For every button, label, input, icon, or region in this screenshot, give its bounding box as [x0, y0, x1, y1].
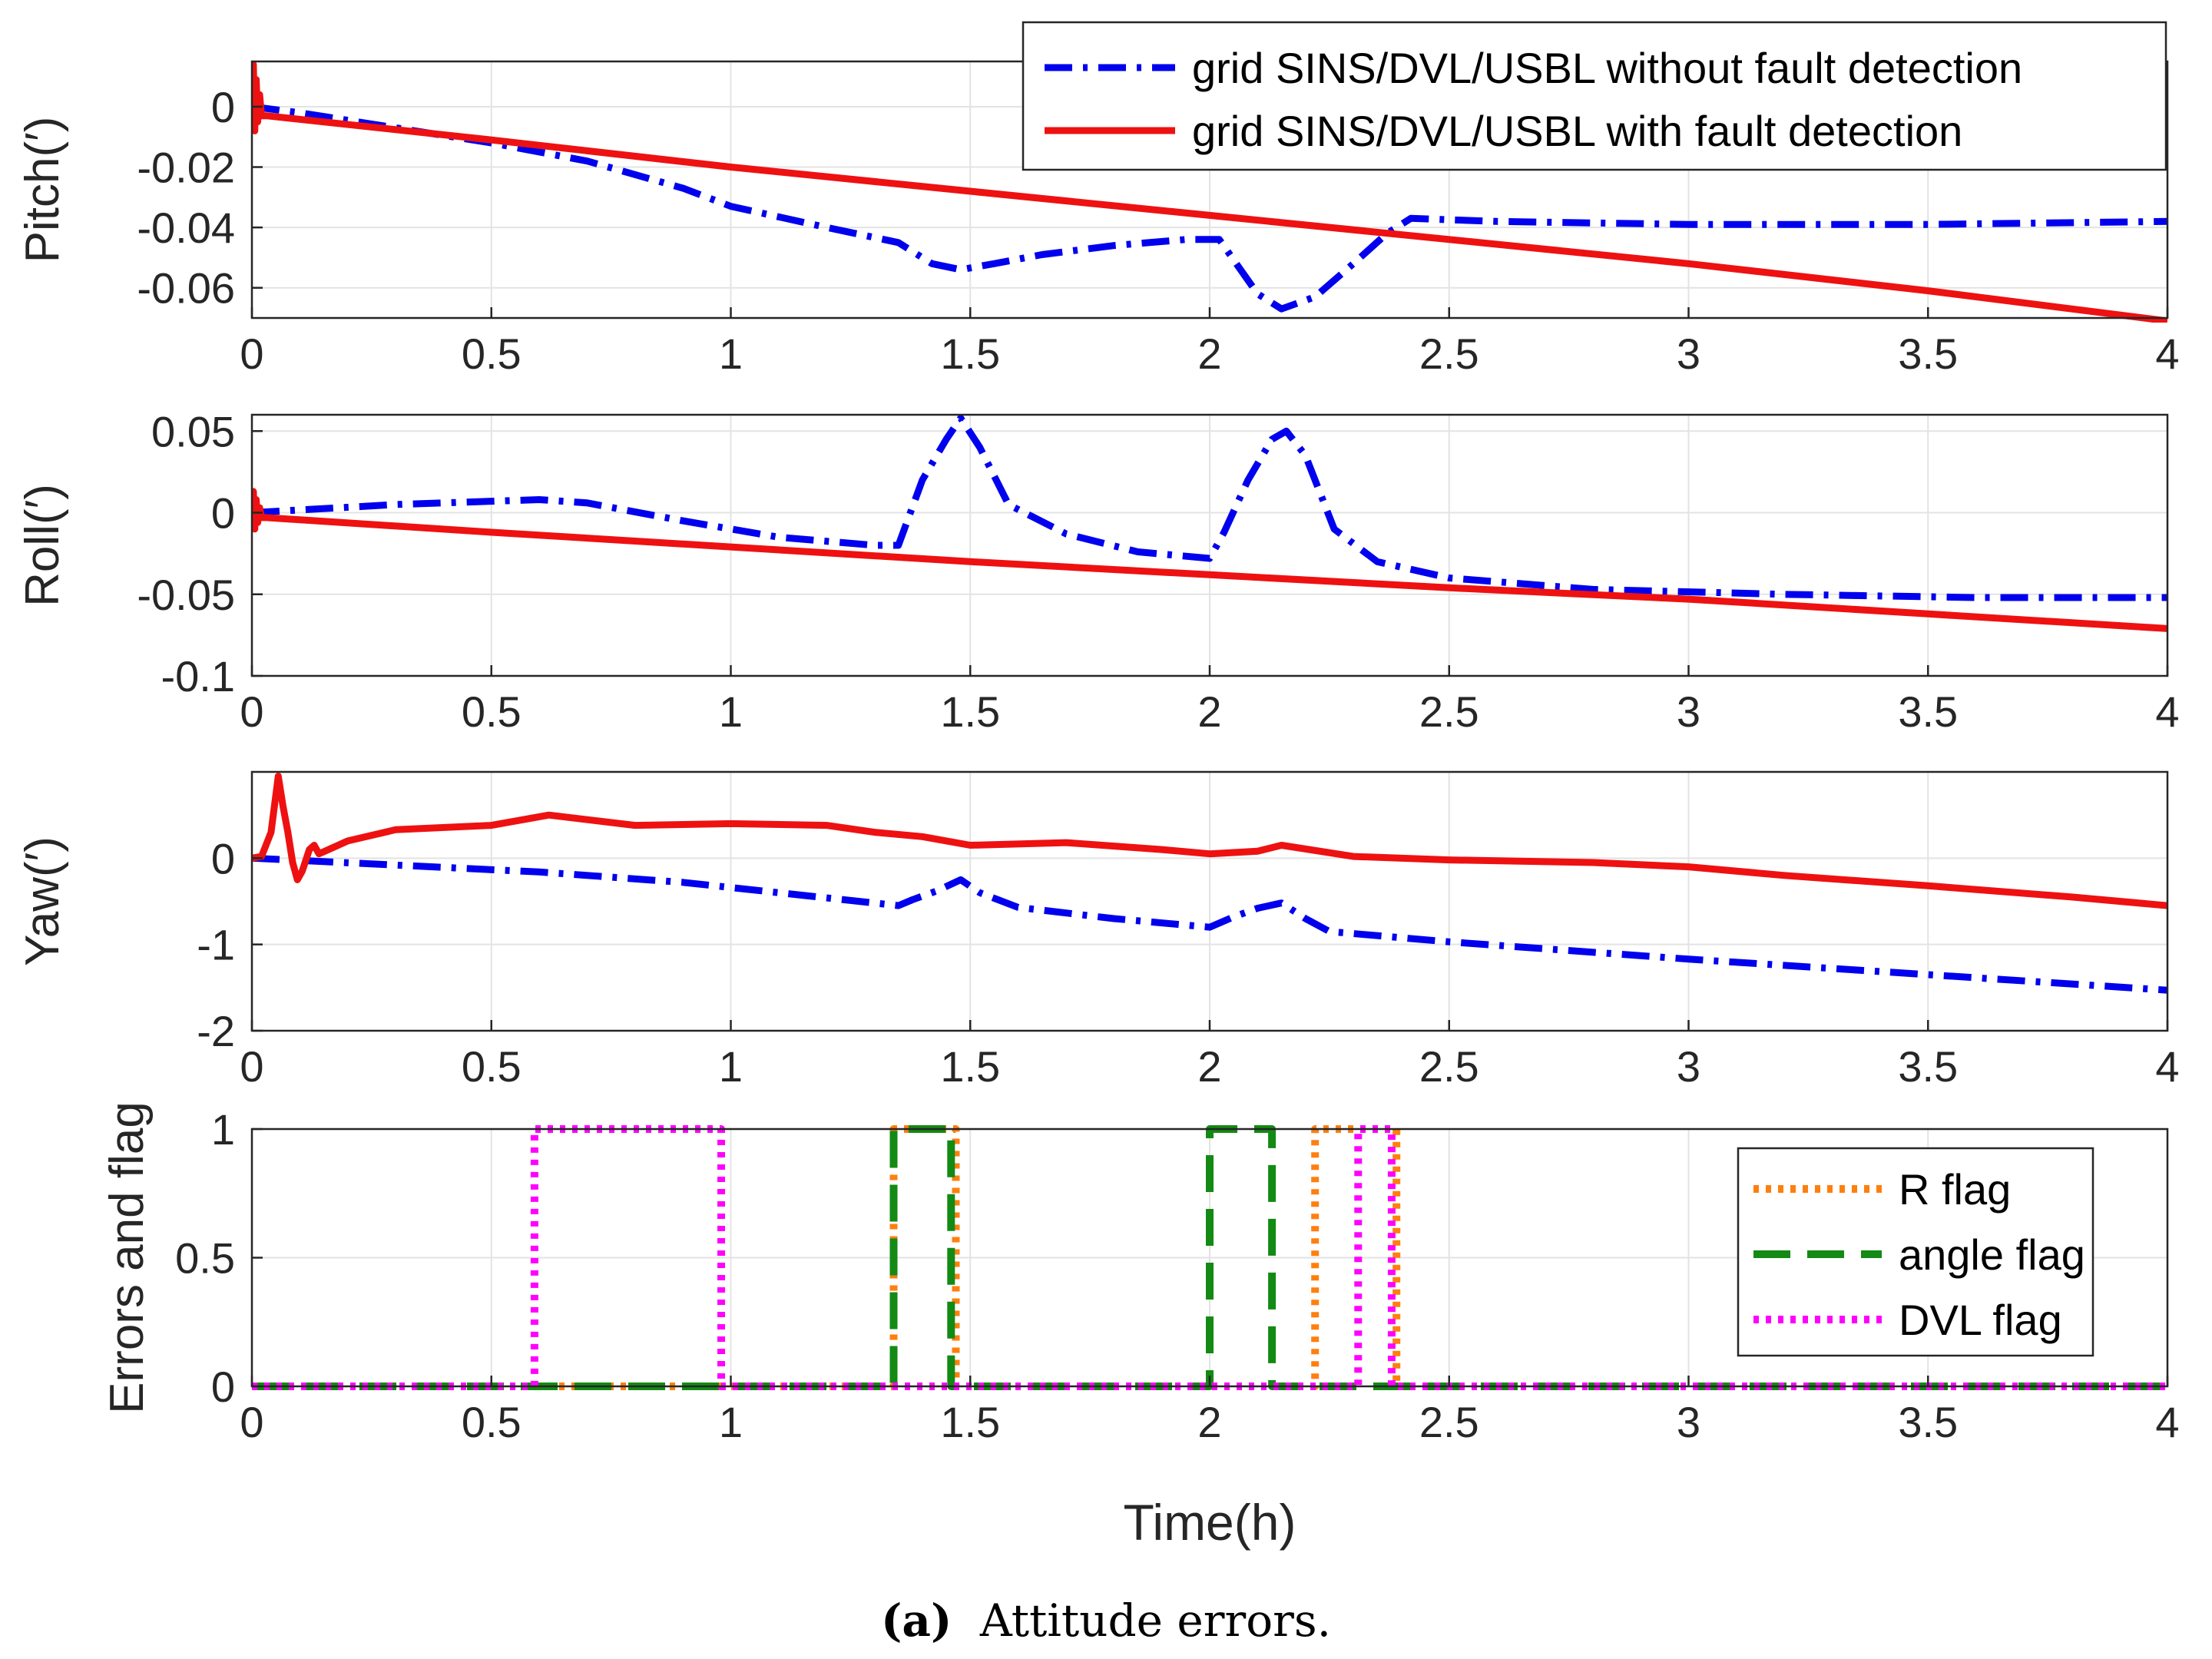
y-axis-label: Yaw(′) [16, 836, 69, 966]
series-line-1 [252, 1125, 2167, 1390]
x-tick-label: 4 [2155, 1042, 2179, 1091]
y-tick-label: -0.06 [137, 264, 235, 313]
y-tick-label: -0.02 [137, 144, 235, 192]
x-tick-label: 1 [719, 1398, 743, 1446]
y-tick-label: 0 [211, 489, 235, 538]
x-tick-label: 2 [1197, 1042, 1221, 1091]
x-tick-label: 0 [240, 1042, 263, 1091]
x-tick-label: 1.5 [940, 1398, 1000, 1446]
y-axis-label: Pitch(′) [16, 117, 69, 263]
series-group [252, 773, 2167, 994]
x-tick-label: 0.5 [462, 1398, 522, 1446]
x-tick-label: 0 [240, 329, 263, 378]
panel-0: 0 0.5 1 1.5 2 2.5 3 3.5 4 0 -0.02 -0.04 -0.06 Pitch(′… [16, 21, 2180, 378]
x-tick-label: 2 [1197, 329, 1221, 378]
y-tick-label: -2 [197, 1007, 235, 1055]
panel-2: 0 0.5 1 1.5 2 2.5 3 3.5 4 0 -1 -2 Yaw(′) [16, 770, 2180, 1091]
x-tick-label: 0.5 [462, 329, 522, 378]
x-tick-label: 2 [1197, 687, 1221, 736]
x-tick-label: 4 [2155, 1398, 2179, 1446]
y-tick-label: -0.1 [161, 652, 236, 700]
y-tick-label: 0.5 [175, 1234, 235, 1283]
x-tick-label: 3 [1677, 329, 1700, 378]
x-tick-label: 3 [1677, 1398, 1700, 1446]
legend-flags: R flag angle flag DVL flag [1737, 1147, 2094, 1357]
legend-box [1737, 1147, 2094, 1357]
figure-caption: (a) Attitude errors. [881, 1594, 1331, 1647]
x-tick-label: 2.5 [1419, 1398, 1479, 1446]
series-line-0 [252, 1125, 2167, 1390]
series-group [252, 61, 2167, 323]
x-tick-label: 0 [240, 687, 263, 736]
series-group [252, 1125, 2167, 1390]
x-tick-label: 0.5 [462, 687, 522, 736]
panel-3: 0 0.5 1 1.5 2 2.5 3 3.5 4 1 0.5 0 Errors and flag Tim… [101, 1101, 2180, 1551]
y-tick-label: 0 [211, 1363, 235, 1411]
series-line-1 [252, 488, 2167, 632]
x-tick-label: 4 [2155, 687, 2179, 736]
x-axis-label: Time(h) [1124, 1494, 1296, 1551]
y-tick-label: -0.04 [137, 204, 235, 252]
x-tick-label: 2.5 [1419, 1042, 1479, 1091]
x-tick-label: 0 [240, 1398, 263, 1446]
y-axis-label: Errors and flag [101, 1101, 154, 1414]
legend-label-1: angle flag [1899, 1230, 2085, 1279]
legend-label-0: R flag [1899, 1165, 2011, 1214]
series-line-0 [252, 103, 2167, 313]
x-tick-label: 1.5 [940, 329, 1000, 378]
series-line-1 [252, 61, 2167, 323]
series-line-0 [252, 854, 2167, 994]
x-tick-label: 0.5 [462, 1042, 522, 1091]
y-tick-label: -0.05 [137, 571, 235, 619]
x-tick-label: 2.5 [1419, 329, 1479, 378]
series-group [252, 414, 2167, 632]
y-tick-label: 0 [211, 834, 235, 882]
series-line-2 [252, 1125, 2167, 1390]
x-tick-label: 3.5 [1898, 687, 1958, 736]
caption-text: Attitude errors. [979, 1594, 1331, 1647]
x-tick-label: 3 [1677, 687, 1700, 736]
legend-top: grid SINS/DVL/USBL without fault detecti… [1022, 21, 2167, 171]
x-tick-label: 2.5 [1419, 687, 1479, 736]
y-tick-label: 0 [211, 83, 235, 131]
y-tick-label: 1 [211, 1105, 235, 1154]
legend-box [1022, 21, 2167, 171]
x-tick-label: 1 [719, 1042, 743, 1091]
x-tick-label: 3.5 [1898, 329, 1958, 378]
legend-label-2: DVL flag [1899, 1296, 2062, 1344]
x-tick-label: 1.5 [940, 687, 1000, 736]
legend-label-1: grid SINS/DVL/USBL with fault detection [1192, 107, 1962, 155]
panel-1: 0 0.5 1 1.5 2 2.5 3 3.5 4 0.05 0 -0.05 -0.1 Roll(′) [16, 407, 2180, 736]
x-tick-label: 2 [1197, 1398, 1221, 1446]
x-tick-label: 3.5 [1898, 1042, 1958, 1091]
caption-label: (a) [881, 1594, 952, 1647]
x-tick-label: 3 [1677, 1042, 1700, 1091]
x-tick-label: 4 [2155, 329, 2179, 378]
chart-root: 0 0.5 1 1.5 2 2.5 3 3.5 4 0 -0.02 -0.04 -0.06 Pitch(′… [16, 21, 2180, 1551]
x-tick-label: 1 [719, 329, 743, 378]
y-tick-label: -1 [197, 921, 235, 969]
x-tick-label: 1.5 [940, 1042, 1000, 1091]
series-line-1 [252, 773, 2167, 909]
y-tick-label: 0.05 [151, 407, 235, 455]
series-line-0 [252, 414, 2167, 601]
x-tick-label: 1 [719, 687, 743, 736]
y-axis-label: Roll(′) [16, 484, 69, 607]
x-tick-label: 3.5 [1898, 1398, 1958, 1446]
legend-label-0: grid SINS/DVL/USBL without fault detecti… [1192, 44, 2022, 92]
